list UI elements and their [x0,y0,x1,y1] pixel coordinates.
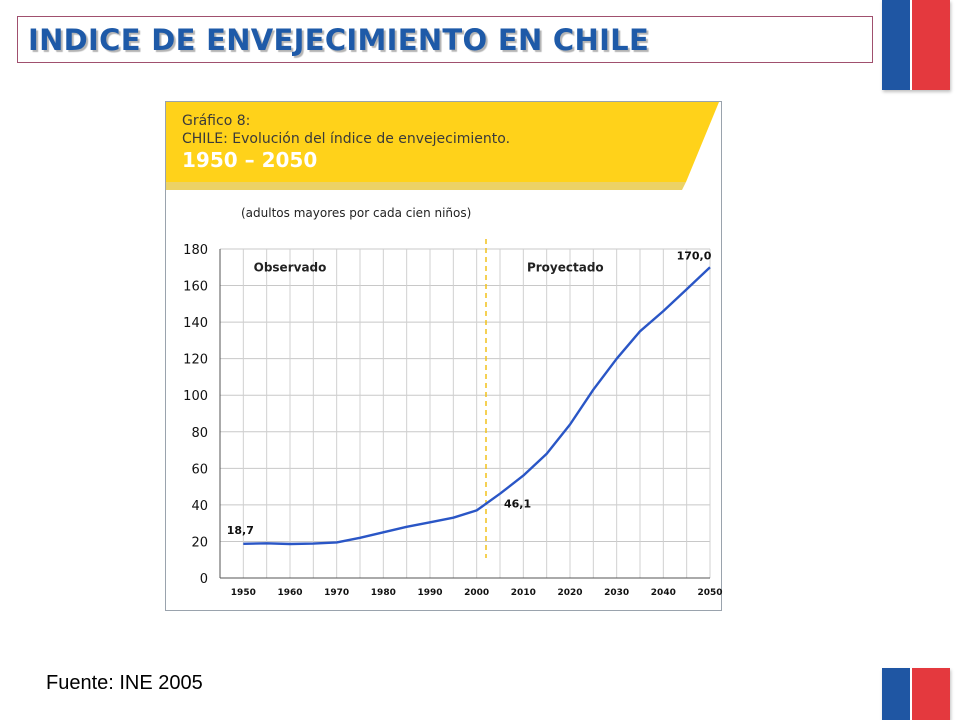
chile-flag-stripe-top [882,0,950,90]
chile-flag-stripe-bottom [882,668,950,720]
figure-title: CHILE: Evolución del índice de envejecim… [182,131,511,147]
y-tick-label: 120 [183,353,208,368]
y-tick-label: 160 [183,280,208,295]
line-chart: (adultos mayores por cada cien niños) 0 20… [183,206,722,598]
data-label: 46,1 [504,498,531,511]
figure-banner [166,102,719,190]
series-line [243,266,711,546]
y-tick-label: 60 [191,462,208,477]
x-tick-label: 1970 [324,588,349,598]
x-tick-label: 2030 [604,588,629,598]
figure-label: Gráfico 8: [182,113,251,129]
x-tick-label: 2000 [464,588,489,598]
y-tick-label: 0 [200,572,208,587]
y-tick-label: 40 [191,499,208,514]
x-tick-label: 2040 [651,588,676,598]
x-tick-label: 1980 [371,588,396,598]
source-note: Fuente: INE 2005 [46,672,203,694]
data-label: 170,0 [677,249,712,262]
y-tick-label: 180 [183,243,208,258]
slide-title: INDICE DE ENVEJECIMIENTO EN CHILE [28,23,650,57]
x-tick-label: 1950 [231,588,256,598]
region-label: Proyectado [527,260,604,274]
y-tick-label: 20 [191,535,208,550]
x-tick-label: 2010 [511,588,536,598]
y-tick-label: 100 [183,389,208,404]
x-tick-label: 2050 [697,588,722,598]
chart-figure: Gráfico 8: CHILE: Evolución del índice d… [165,101,723,611]
y-tick-label: 80 [191,426,208,441]
chart-subtitle: (adultos mayores por cada cien niños) [241,206,471,220]
x-tick-label: 1990 [417,588,442,598]
region-label: Observado [254,260,327,274]
figure-period: 1950 – 2050 [182,148,318,172]
x-tick-label: 2020 [557,588,582,598]
x-tick-label: 1960 [277,588,302,598]
y-tick-label: 140 [183,316,208,331]
data-label: 18,7 [227,524,254,537]
title-box: INDICE DE ENVEJECIMIENTO EN CHILE [17,16,873,63]
figure-banner-text: Gráfico 8: CHILE: Evolución del índice d… [182,112,510,172]
